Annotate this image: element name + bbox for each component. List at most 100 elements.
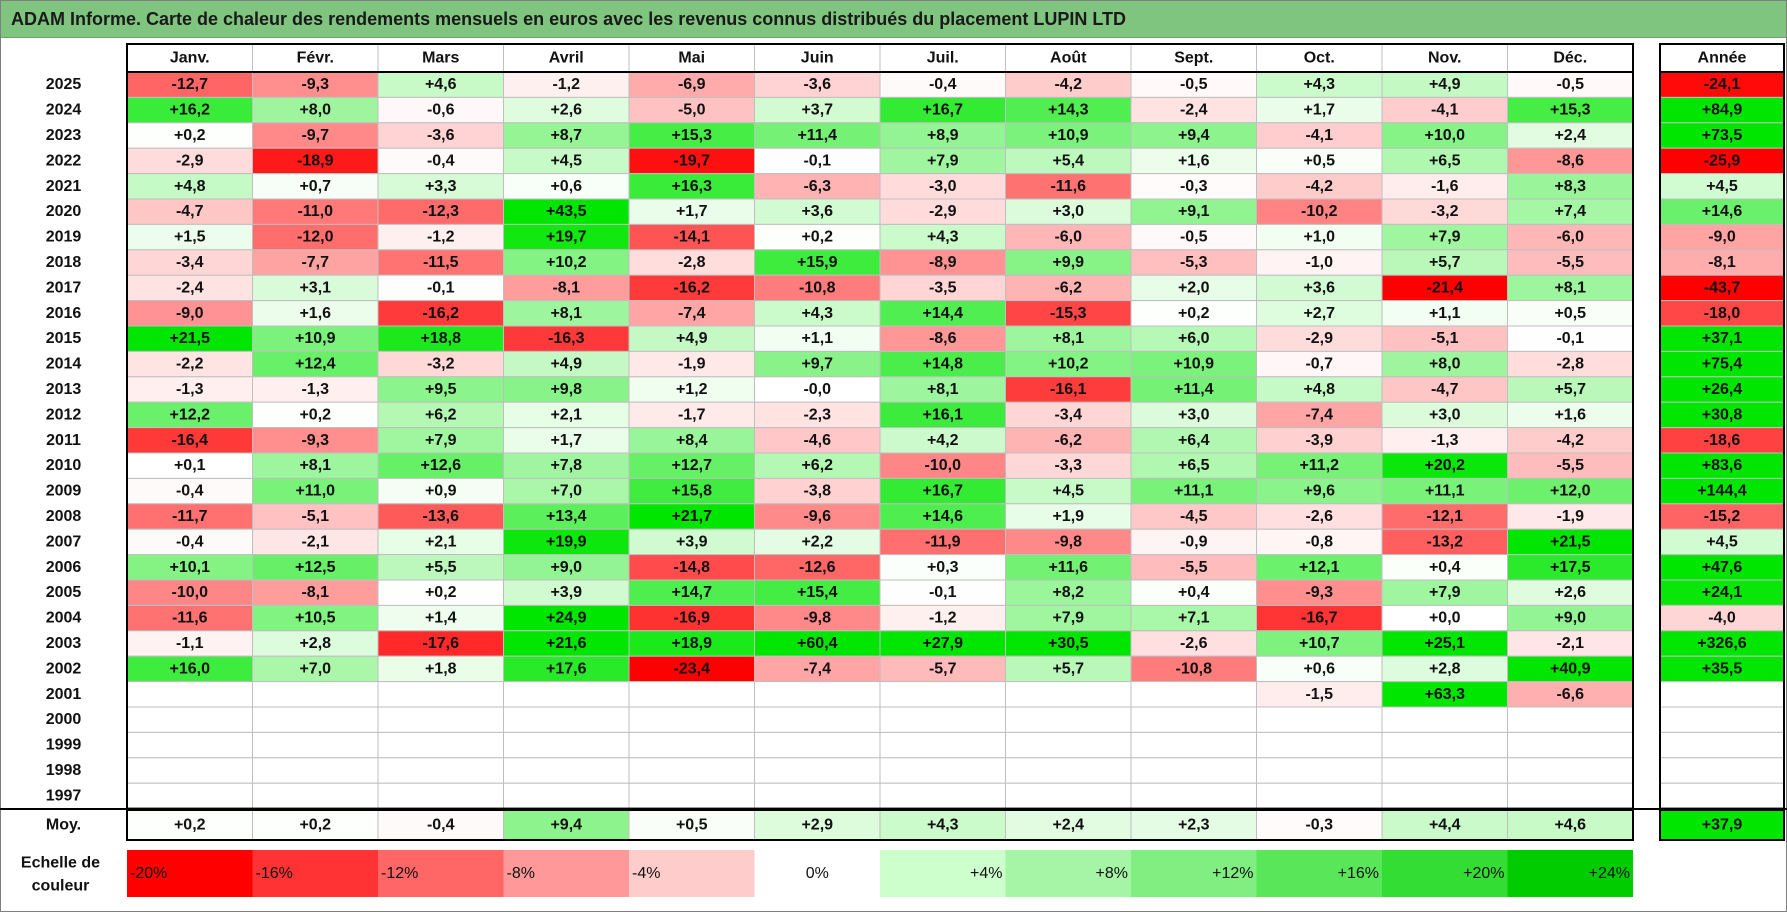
heatmap-cell-value: -4,2 (1054, 76, 1082, 93)
heatmap-cell (1130, 630, 1257, 657)
heatmap-cell (879, 681, 1006, 708)
heatmap-cell-value: +15,3 (1550, 102, 1591, 119)
scale-swatch-label: 0% (806, 865, 829, 882)
heatmap-cell-value: +7,9 (927, 152, 959, 169)
heatmap-cell (1130, 604, 1257, 632)
year-label: 2001 (46, 686, 82, 703)
heatmap-cell-value: -1,9 (1556, 508, 1584, 525)
heatmap-cell-value: +10,2 (546, 254, 587, 271)
heatmap-cell (503, 782, 630, 810)
report-title: ADAM Informe. Carte de chaleur des rende… (11, 9, 1126, 29)
heatmap-cell (1256, 96, 1383, 124)
heatmap-cell-value: -4,1 (1431, 102, 1459, 119)
heatmap-cell-value: +12,7 (672, 457, 713, 474)
heatmap-cell-value: +16,1 (923, 406, 964, 423)
scale-swatch (754, 850, 880, 897)
heatmap-cell-value: +63,3 (1425, 686, 1466, 703)
year-label: 2019 (46, 229, 82, 246)
heatmap-cell-value: -12,0 (297, 229, 334, 246)
heatmap-cell-value: -3,3 (1054, 457, 1082, 474)
heatmap-cell-value: -0,8 (1305, 533, 1333, 550)
heatmap-cell (1507, 706, 1634, 733)
year-label: 2004 (46, 610, 82, 627)
year-label: 1999 (46, 737, 82, 754)
heatmap-cell (126, 350, 253, 378)
scale-label-line2: couleur (32, 878, 90, 895)
year-row: 2013 -1,3 -1,3 +9,5 +9,8 +1,2 -0,0 +8,1 -16,1 +11… (46, 376, 1785, 403)
annual-cell-value: -24,1 (1704, 76, 1741, 93)
heatmap-cell-value: +8,7 (550, 127, 582, 144)
heatmap-cell-value: +19,9 (546, 533, 587, 550)
scale-swatch (127, 850, 253, 897)
average-row: Moy. +0,2 +0,2 -0,4 +9,4 +0,5 +2,9 +4,3 +2,4 +2,3… (0, 808, 1787, 841)
annual-cell-value: +75,4 (1702, 356, 1743, 373)
heatmap-cell-value: +3,1 (299, 279, 331, 296)
heatmap-cell-value: -11,6 (1050, 178, 1086, 195)
heatmap-cell (252, 655, 379, 683)
heatmap-cell (879, 554, 1006, 581)
heatmap-cell (879, 579, 1006, 606)
heatmap-cell-value: -1,3 (176, 381, 204, 398)
heatmap-cell-value: +7,1 (1178, 610, 1210, 627)
heatmap-cell-value: +9,5 (425, 381, 457, 398)
scale-swatch (1507, 850, 1633, 897)
heatmap-cell (126, 503, 253, 530)
heatmap-cell (628, 782, 755, 810)
heatmap-cell-value: +9,8 (550, 381, 582, 398)
heatmap-cell (879, 401, 1006, 429)
heatmap-cell (377, 681, 504, 708)
heatmap-cell-value: +1,6 (299, 305, 331, 322)
heatmap-cell (1256, 300, 1383, 327)
heatmap-cell (1256, 427, 1383, 454)
heatmap-cell-value: -0,0 (803, 381, 831, 398)
average-cell (1005, 809, 1132, 841)
heatmap-cell-value: +4,8 (1303, 381, 1335, 398)
heatmap-cell-value: -4,7 (176, 203, 204, 220)
heatmap-cell (754, 579, 881, 606)
month-header-label: Juin (801, 50, 834, 67)
heatmap-cell-value: -3,4 (176, 254, 204, 271)
year-row: 2019 +1,5 -12,0 -1,2 +19,7 -14,1 +0,2 +4,3 -6,0 -… (46, 223, 1785, 251)
heatmap-cell (1507, 681, 1634, 708)
annual-cell (1659, 681, 1785, 708)
heatmap-cell (628, 122, 755, 149)
heatmap-cell (879, 706, 1006, 733)
heatmap-cell-value: -11,7 (172, 508, 208, 525)
heatmap-cell (754, 300, 881, 327)
heatmap-cell (879, 71, 1006, 98)
heatmap-cell-value: -4,1 (1305, 127, 1333, 144)
scale-swatch-label: -20% (130, 865, 167, 882)
year-label: 2016 (46, 305, 82, 322)
heatmap-cell-value: -5,0 (678, 102, 706, 119)
heatmap-cell (1005, 274, 1132, 302)
average-annual-value: +37,9 (1702, 817, 1743, 834)
heatmap-cell (1005, 782, 1132, 810)
heatmap-cell-value: +2,6 (1554, 584, 1586, 601)
heatmap-cell (126, 528, 253, 556)
heatmap-cell (1130, 731, 1257, 759)
annual-cell-value: +84,9 (1702, 102, 1743, 119)
heatmap-cell-value: -3,9 (1305, 432, 1333, 449)
heatmap-cell-value: +10,9 (1174, 356, 1215, 373)
heatmap-cell (1130, 427, 1257, 454)
average-cell (1507, 809, 1634, 841)
heatmap-cell (377, 731, 504, 759)
year-label: 2018 (46, 254, 82, 271)
heatmap-cell-value: +9,0 (1554, 610, 1586, 627)
annual-cell-value: -18,6 (1704, 432, 1741, 449)
heatmap-cell-value: -1,9 (678, 356, 706, 373)
heatmap-cell-value: +8,0 (299, 102, 331, 119)
heatmap-cell (252, 249, 379, 276)
heatmap-cell (879, 757, 1006, 784)
heatmap-cell-value: +8,9 (927, 127, 959, 144)
heatmap-cell-value: +1,1 (801, 330, 833, 347)
heatmap-cell (1507, 249, 1634, 276)
heatmap-cell-value: +5,5 (425, 559, 457, 576)
heatmap-cell-value: +1,7 (676, 203, 708, 220)
heatmap-cell (1005, 173, 1132, 200)
heatmap-cell (879, 147, 1006, 175)
heatmap-cell-value: +5,4 (1052, 152, 1084, 169)
heatmap-cell-value: +11,1 (1174, 483, 1214, 500)
heatmap-cell (1381, 757, 1508, 784)
year-label: 1998 (46, 762, 82, 779)
